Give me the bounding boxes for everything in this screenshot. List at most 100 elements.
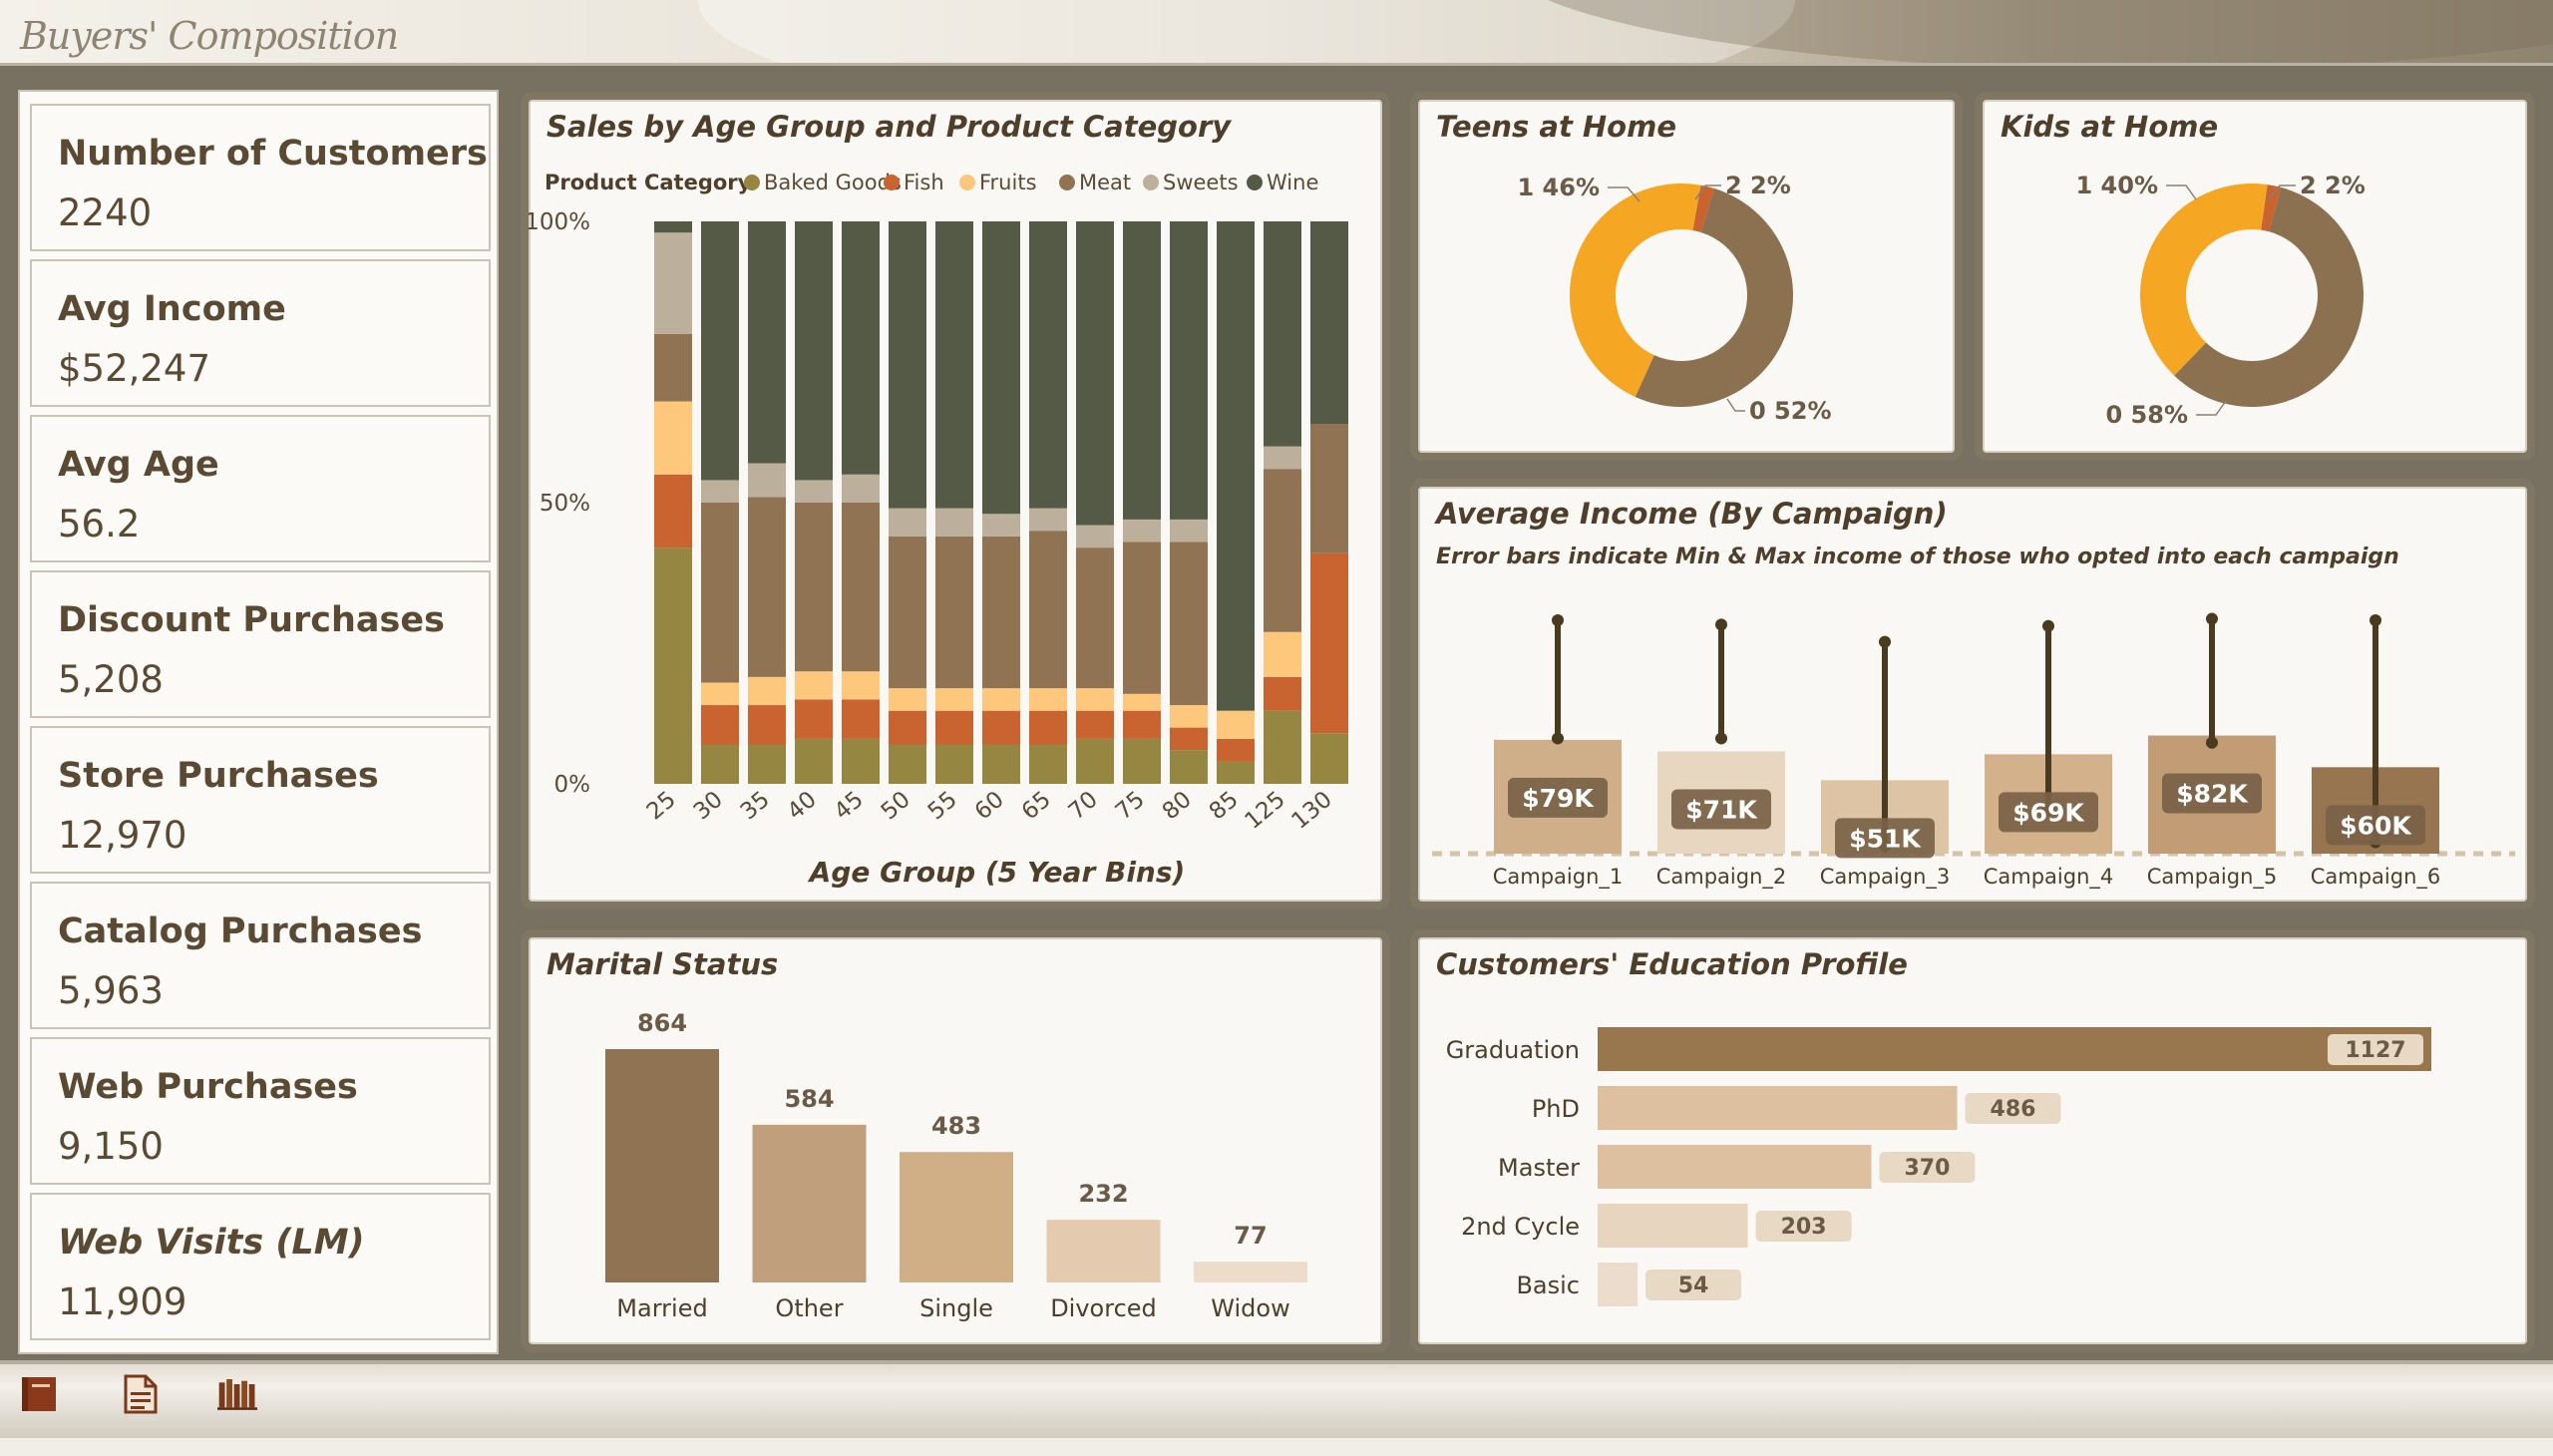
x-tick-label: 30 (689, 787, 728, 826)
legend-item: Meat (1079, 171, 1131, 194)
value-label: $51K (1849, 824, 1922, 853)
bar-segment (1170, 519, 1208, 543)
donut-slice (1635, 188, 1793, 407)
legend-item: Wine (1267, 171, 1318, 194)
bar-segment (842, 221, 880, 475)
bar-segment (982, 536, 1020, 689)
document-icon[interactable] (120, 1374, 160, 1414)
bar-segment (795, 221, 833, 481)
bar-segment (1029, 688, 1067, 711)
bar-segment (935, 221, 973, 509)
kpi-value: 9,150 (58, 1125, 164, 1168)
legend-title: Product Category (545, 171, 752, 194)
value-label-bg (1671, 789, 1771, 830)
library-icon[interactable] (217, 1374, 257, 1414)
kpi-label: Discount Purchases (58, 600, 445, 640)
bar-segment (889, 536, 926, 689)
x-tick-label: 85 (1205, 787, 1244, 826)
value-label: 54 (1678, 1274, 1709, 1298)
bar-segment (701, 480, 739, 503)
x-tick-label: 35 (736, 787, 775, 826)
donut-label: 0 52% (1749, 397, 1832, 425)
bar-segment (1310, 221, 1348, 425)
panel-title: Customers' Education Profile (1436, 947, 1908, 981)
marital-bar (752, 1124, 867, 1282)
value-label: $60K (2340, 811, 2412, 840)
value-label: $69K (2012, 798, 2085, 827)
bar-segment (748, 221, 786, 464)
error-bar-max (2206, 612, 2218, 625)
bar-segment (1264, 221, 1301, 447)
y-tick-label: Master (1498, 1154, 1580, 1182)
bar-segment (935, 508, 973, 537)
kpi-label: Number of Customers (58, 134, 488, 174)
sales-by-age-chart: Product Category Baked Goods Fish Fruits Mea… (529, 171, 1348, 889)
bar-segment (889, 688, 926, 711)
bar-segment (889, 221, 926, 509)
bar-segment (1170, 705, 1208, 728)
bar-segment (1076, 525, 1114, 548)
y-tick-label: PhD (1532, 1095, 1580, 1123)
x-tick-label: Campaign_1 (1493, 865, 1624, 890)
x-tick-label: 125 (1241, 787, 1290, 835)
book-icon[interactable] (20, 1374, 60, 1414)
bar-segment (935, 688, 973, 711)
bar-segment (748, 497, 786, 677)
bar-segment (982, 744, 1020, 784)
bar-segment (701, 221, 739, 481)
marital-bar (1194, 1262, 1307, 1282)
footer-bar (0, 1360, 2553, 1438)
value-label-bg (2326, 805, 2425, 846)
donut-slice (1692, 184, 1715, 232)
bar-segment (1123, 693, 1161, 711)
x-tick-label: Single (919, 1294, 993, 1322)
kpi-card-age: Avg Age 56.2 (30, 415, 491, 562)
bar-segment (795, 503, 833, 672)
bar-segment (935, 744, 973, 784)
x-tick-label: Campaign_4 (1984, 865, 2114, 890)
x-tick-label: 130 (1287, 787, 1337, 835)
bar-segment (1076, 710, 1114, 739)
education-bar (1598, 1145, 1872, 1189)
marital-bar (1046, 1220, 1161, 1282)
kpi-value: 5,208 (58, 658, 164, 701)
bar-segment (1029, 508, 1067, 532)
bar-segment (654, 221, 692, 233)
legend-swatch (1247, 175, 1263, 190)
value-label-bg (1755, 1211, 1852, 1242)
kpi-panel: Number of Customers 2240 Avg Income $52,… (18, 90, 499, 1354)
education-bar (1598, 1204, 1748, 1248)
bar-segment (701, 744, 739, 784)
bar-segment (654, 547, 692, 784)
bar-segment (1076, 688, 1114, 711)
bar-segment (1217, 221, 1255, 711)
bar-segment (701, 682, 739, 706)
bar-segment (1170, 750, 1208, 784)
legend-swatch (884, 175, 900, 190)
donut-slice (2261, 184, 2282, 232)
bar-segment (982, 710, 1020, 745)
error-bar-min (1715, 732, 1727, 745)
bar-segment (889, 710, 926, 745)
legend-swatch (959, 175, 975, 190)
marital-status-chart: 864 Married 584 Other 483 Single 232 Divorced 77… (605, 1009, 1307, 1322)
bar-segment (748, 463, 786, 498)
kpi-value: 12,970 (58, 814, 187, 857)
x-tick-label: 40 (783, 787, 822, 826)
bar-segment (748, 676, 786, 706)
bar-segment (654, 474, 692, 548)
kpi-card-catalog: Catalog Purchases 5,963 (30, 882, 491, 1029)
x-tick-label: 60 (970, 787, 1009, 826)
x-tick-label: Married (616, 1294, 707, 1322)
bar-segment (748, 705, 786, 745)
leader-line (2166, 184, 2197, 200)
bar-segment (842, 671, 880, 700)
value-label-bg (1645, 1270, 1742, 1300)
x-tick-label: Campaign_2 (1656, 865, 1787, 890)
education-bar (1598, 1027, 2431, 1071)
kids-at-home-panel: Kids at Home 1 40% 2 2% 0 58% (1975, 92, 2535, 461)
panel-subtitle: Error bars indicate Min & Max income of … (1436, 545, 2399, 569)
value-label: 203 (1781, 1215, 1827, 1240)
donut-label: 2 2% (2300, 172, 2366, 199)
leader-line (2196, 400, 2227, 416)
